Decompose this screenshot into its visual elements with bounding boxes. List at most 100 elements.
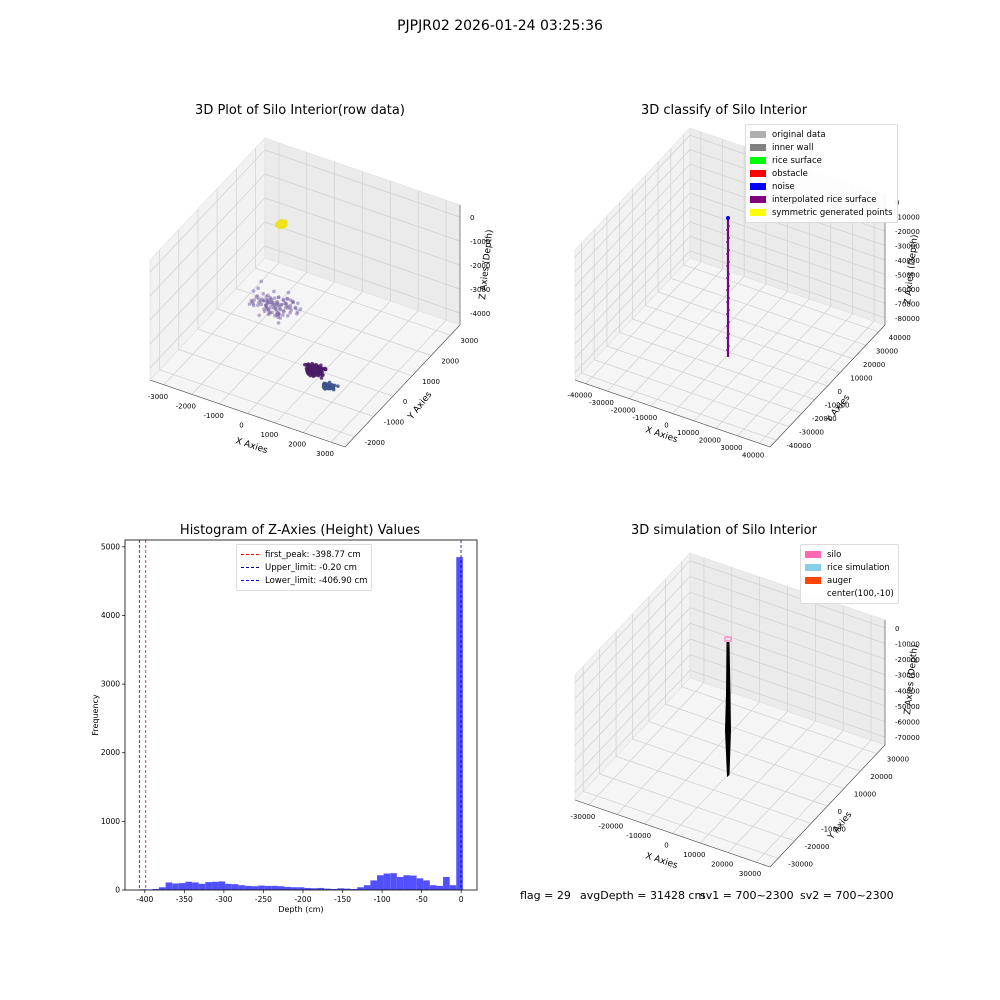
x-tick-label: -40000: [567, 392, 592, 400]
legend-item: rice simulation: [805, 561, 894, 574]
gridline: [275, 300, 391, 424]
y-tick-label: 4000: [101, 611, 120, 620]
data-point: [291, 300, 295, 304]
data-point: [278, 307, 283, 312]
z-tick-label: -70000: [895, 300, 920, 308]
legend-swatch: [805, 564, 821, 571]
y-tick-label: 40000: [889, 334, 911, 342]
gridline: [149, 197, 461, 321]
gridline: [574, 235, 886, 359]
gridline: [149, 245, 461, 369]
legend-label: rice surface: [772, 155, 822, 166]
z-tick-label: -50000: [895, 703, 920, 711]
gridline: [681, 686, 877, 755]
column-point: [726, 253, 728, 255]
histogram-bar: [238, 885, 245, 890]
histogram-bar: [225, 883, 232, 890]
sv1-text: sv1 = 700~2300: [700, 889, 794, 902]
data-point: [272, 303, 276, 307]
y-axis-line: [769, 744, 886, 868]
histogram-bar: [377, 875, 384, 890]
legend-label: obstacle: [772, 168, 808, 179]
legend-item: inner wall: [750, 141, 893, 154]
histogram-bar: [443, 876, 450, 890]
gridline: [574, 622, 886, 746]
legend-label: silo: [827, 549, 842, 560]
panel2-title: 3D classify of Silo Interior: [640, 103, 808, 118]
raw-data-3d-scatter: -3000 -2000 -1000 0 1000 2000 3000 -2000 -1000 0…: [148, 137, 495, 458]
legend-item: original data: [750, 128, 893, 141]
z-tick-label: -80000: [895, 315, 920, 323]
y-tick-label: 3000: [101, 680, 120, 689]
data-point: [256, 286, 260, 291]
data-point: [298, 307, 303, 312]
histogram-bar: [244, 885, 252, 890]
x-tick-label: -10000: [632, 414, 657, 422]
column-point: [726, 325, 728, 327]
histogram-bar: [277, 886, 285, 890]
data-point: [285, 296, 289, 301]
gridline: [159, 369, 355, 438]
histogram-bar: [363, 885, 371, 890]
histogram-bar: [396, 876, 404, 890]
panel1-ylabel: Y Axies: [406, 390, 435, 423]
data-point: [269, 297, 273, 301]
y-tick-label: 0: [838, 388, 842, 396]
legend-label: original data: [772, 129, 826, 140]
data-point: [272, 306, 276, 310]
z-tick-label: -30000: [895, 243, 920, 251]
gridline: [657, 291, 854, 360]
y-tick-label: -20000: [812, 415, 837, 423]
z-tick-label: -1000: [470, 238, 490, 246]
histogram-bar: [284, 886, 292, 890]
histogram-bar: [152, 888, 160, 890]
gridline: [149, 221, 461, 345]
histogram-bar: [258, 885, 265, 890]
depth-histogram: -400 -350 -300 -250 -200 -150 -100 -50 0 0 1000 20…: [91, 539, 478, 914]
x-tick-label: -30000: [571, 813, 596, 821]
data-point: [276, 312, 281, 316]
legend-item: auger: [805, 574, 894, 587]
y-tick-label: 1000: [422, 378, 440, 386]
y-tick-label: -1000: [384, 419, 404, 427]
legend-label: symmetric generated points: [772, 207, 893, 218]
data-point: [310, 361, 314, 366]
histogram-bar: [205, 882, 212, 890]
y-tick-label: -10000: [825, 402, 850, 410]
x-tick-label: -20000: [611, 407, 636, 415]
y-tick-label: 10000: [854, 791, 876, 799]
legend-swatch: [750, 209, 766, 216]
gridline: [574, 250, 886, 374]
histogram-bar: [330, 888, 338, 890]
data-point: [293, 306, 298, 311]
data-point: [261, 298, 266, 303]
y-tick-label: 0: [838, 808, 842, 816]
legend-line: [241, 554, 259, 555]
z-tick-label: -2000: [470, 262, 490, 270]
data-point: [257, 313, 262, 318]
z-tick-label: -60000: [895, 719, 920, 727]
x-tick-label: -1000: [203, 412, 223, 420]
legend-swatch: [805, 551, 821, 558]
column-point: [726, 265, 728, 267]
legend-swatch: [750, 144, 766, 151]
y-tick-label: 1000: [101, 817, 120, 826]
data-point: [255, 294, 260, 298]
data-point: [266, 312, 271, 317]
data-point: [275, 222, 281, 229]
legend-item: interpolated rice surface: [750, 193, 893, 206]
gridline: [645, 305, 841, 373]
data-point: [262, 309, 267, 314]
y-tick-label: -30000: [799, 429, 824, 437]
gridline: [574, 221, 886, 345]
data-point: [327, 383, 332, 387]
rice-spike: [725, 642, 731, 777]
data-point: [295, 312, 299, 316]
legend-label: rice simulation: [827, 562, 890, 573]
legend-label: noise: [772, 181, 795, 192]
column-point: [728, 285, 730, 287]
z-tick-label: -50000: [895, 271, 920, 279]
histogram-bar: [291, 887, 298, 890]
histogram-bar: [178, 883, 186, 890]
